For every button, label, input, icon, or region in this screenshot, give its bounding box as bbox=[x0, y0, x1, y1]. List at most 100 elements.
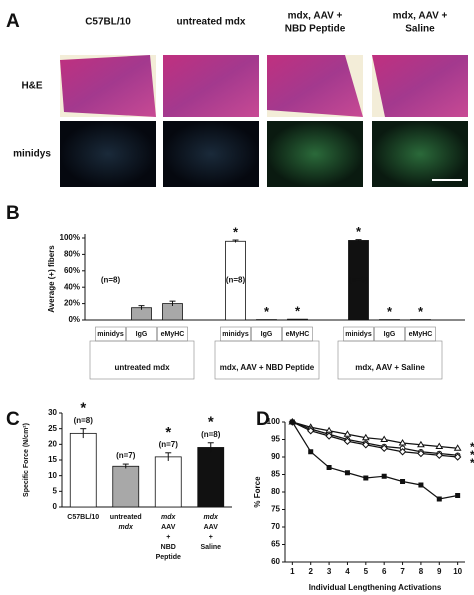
bar bbox=[112, 465, 140, 508]
bar bbox=[154, 456, 182, 508]
x-tick-label: Saline bbox=[200, 544, 221, 551]
row-label: H&E bbox=[21, 81, 42, 92]
y-tick-label: 60% bbox=[64, 266, 80, 275]
y-tick-label: 85 bbox=[271, 470, 280, 479]
marker bbox=[417, 440, 425, 448]
y-axis-label: Specific Force (N/cm²) bbox=[23, 423, 30, 497]
x-tick-label: AAV bbox=[204, 524, 219, 531]
marker bbox=[307, 427, 315, 435]
group-label: mdx, AAV + NBD Peptide bbox=[220, 363, 315, 372]
x-tick-label: + bbox=[209, 534, 213, 541]
significance-star: * bbox=[418, 304, 424, 319]
marker bbox=[417, 449, 425, 458]
marker bbox=[381, 473, 387, 479]
significance-star: * bbox=[295, 304, 301, 319]
panel-label: A bbox=[6, 11, 20, 32]
significance-star: * bbox=[208, 414, 214, 431]
group-box bbox=[89, 340, 195, 380]
x-tick-label: 4 bbox=[345, 567, 350, 576]
y-tick-label: 75 bbox=[271, 505, 280, 514]
y-tick-label: 100 bbox=[267, 417, 281, 426]
x-tick-label: IgG bbox=[261, 331, 273, 338]
y-tick-label: 5 bbox=[53, 486, 58, 495]
marker bbox=[380, 435, 389, 442]
x-tick-label: IgG bbox=[136, 331, 148, 338]
x-tick-label: 7 bbox=[400, 567, 405, 576]
marker bbox=[325, 432, 333, 440]
x-tick-label: 10 bbox=[453, 567, 462, 576]
marker bbox=[326, 465, 332, 470]
x-tick-label: mdx bbox=[161, 514, 177, 521]
y-tick-label: 80 bbox=[271, 487, 280, 496]
panel-label: B bbox=[6, 203, 20, 224]
y-tick-label: 40% bbox=[64, 282, 80, 291]
row-label: minidys bbox=[13, 149, 51, 160]
x-tick-label: 8 bbox=[419, 567, 424, 576]
column-header: untreated mdx bbox=[177, 17, 246, 28]
y-tick-label: 95 bbox=[271, 435, 280, 444]
n-label: (n=8) bbox=[226, 276, 246, 285]
x-tick-label: C57BL/10 bbox=[67, 514, 99, 521]
x-tick-label: eMyHC bbox=[161, 331, 185, 338]
y-tick-label: 100% bbox=[60, 233, 80, 242]
y-axis-label: % Force bbox=[253, 476, 262, 508]
x-tick-label: + bbox=[166, 534, 170, 541]
n-label: (n=7) bbox=[116, 451, 136, 460]
y-tick-label: 0 bbox=[53, 502, 58, 511]
he-image bbox=[163, 55, 259, 117]
column-header: mdx, AAV + bbox=[288, 11, 343, 22]
series-line bbox=[292, 421, 458, 458]
x-tick-label: Peptide bbox=[156, 554, 181, 561]
marker bbox=[400, 479, 406, 484]
marker bbox=[435, 451, 443, 459]
marker bbox=[398, 448, 407, 456]
marker bbox=[455, 493, 461, 498]
n-label: (n=9) bbox=[349, 276, 369, 285]
significance-star: * bbox=[233, 224, 239, 239]
marker bbox=[308, 449, 314, 455]
marker bbox=[418, 482, 424, 488]
significance-star: * bbox=[470, 448, 474, 462]
x-tick-label: minidys bbox=[345, 331, 372, 338]
series-line bbox=[291, 421, 458, 500]
x-tick-label: 6 bbox=[382, 567, 387, 576]
marker bbox=[343, 437, 352, 445]
y-tick-label: 80% bbox=[64, 250, 80, 259]
y-tick-label: 0% bbox=[68, 315, 80, 324]
panel-label: D bbox=[256, 409, 270, 430]
x-tick-label: 2 bbox=[308, 567, 313, 576]
y-tick-label: 60 bbox=[271, 557, 280, 566]
x-tick-label: 3 bbox=[327, 567, 332, 576]
x-tick-label: 9 bbox=[437, 567, 442, 576]
significance-star: * bbox=[470, 456, 474, 470]
marker bbox=[289, 419, 295, 425]
group-box bbox=[337, 340, 443, 380]
significance-star: * bbox=[470, 440, 474, 454]
x-tick-label: minidys bbox=[222, 331, 249, 338]
he-tissue bbox=[372, 55, 468, 117]
x-tick-label: NBD bbox=[161, 544, 176, 551]
bar bbox=[69, 432, 97, 508]
bar bbox=[287, 318, 308, 321]
x-tick-label: minidys bbox=[97, 331, 124, 338]
x-tick-label: 1 bbox=[290, 567, 295, 576]
marker bbox=[380, 444, 388, 452]
y-tick-label: 20% bbox=[64, 299, 80, 308]
marker bbox=[362, 441, 370, 449]
x-tick-label: eMyHC bbox=[409, 331, 433, 338]
n-label: (n=8) bbox=[74, 416, 94, 425]
marker bbox=[436, 496, 442, 502]
marker bbox=[361, 433, 370, 441]
significance-star: * bbox=[264, 304, 270, 319]
series-line bbox=[292, 421, 458, 449]
y-tick-label: 20 bbox=[48, 439, 57, 448]
column-header: mdx, AAV + bbox=[393, 11, 448, 22]
group-box bbox=[214, 340, 320, 380]
n-label: (n=7) bbox=[159, 440, 179, 449]
x-axis-label: Individual Lengthening Activations bbox=[309, 583, 442, 592]
minidys-image bbox=[60, 121, 156, 187]
bar bbox=[197, 447, 225, 508]
x-tick-label: 5 bbox=[364, 567, 369, 576]
column-header: Saline bbox=[405, 24, 435, 35]
y-tick-label: 10 bbox=[48, 471, 57, 480]
